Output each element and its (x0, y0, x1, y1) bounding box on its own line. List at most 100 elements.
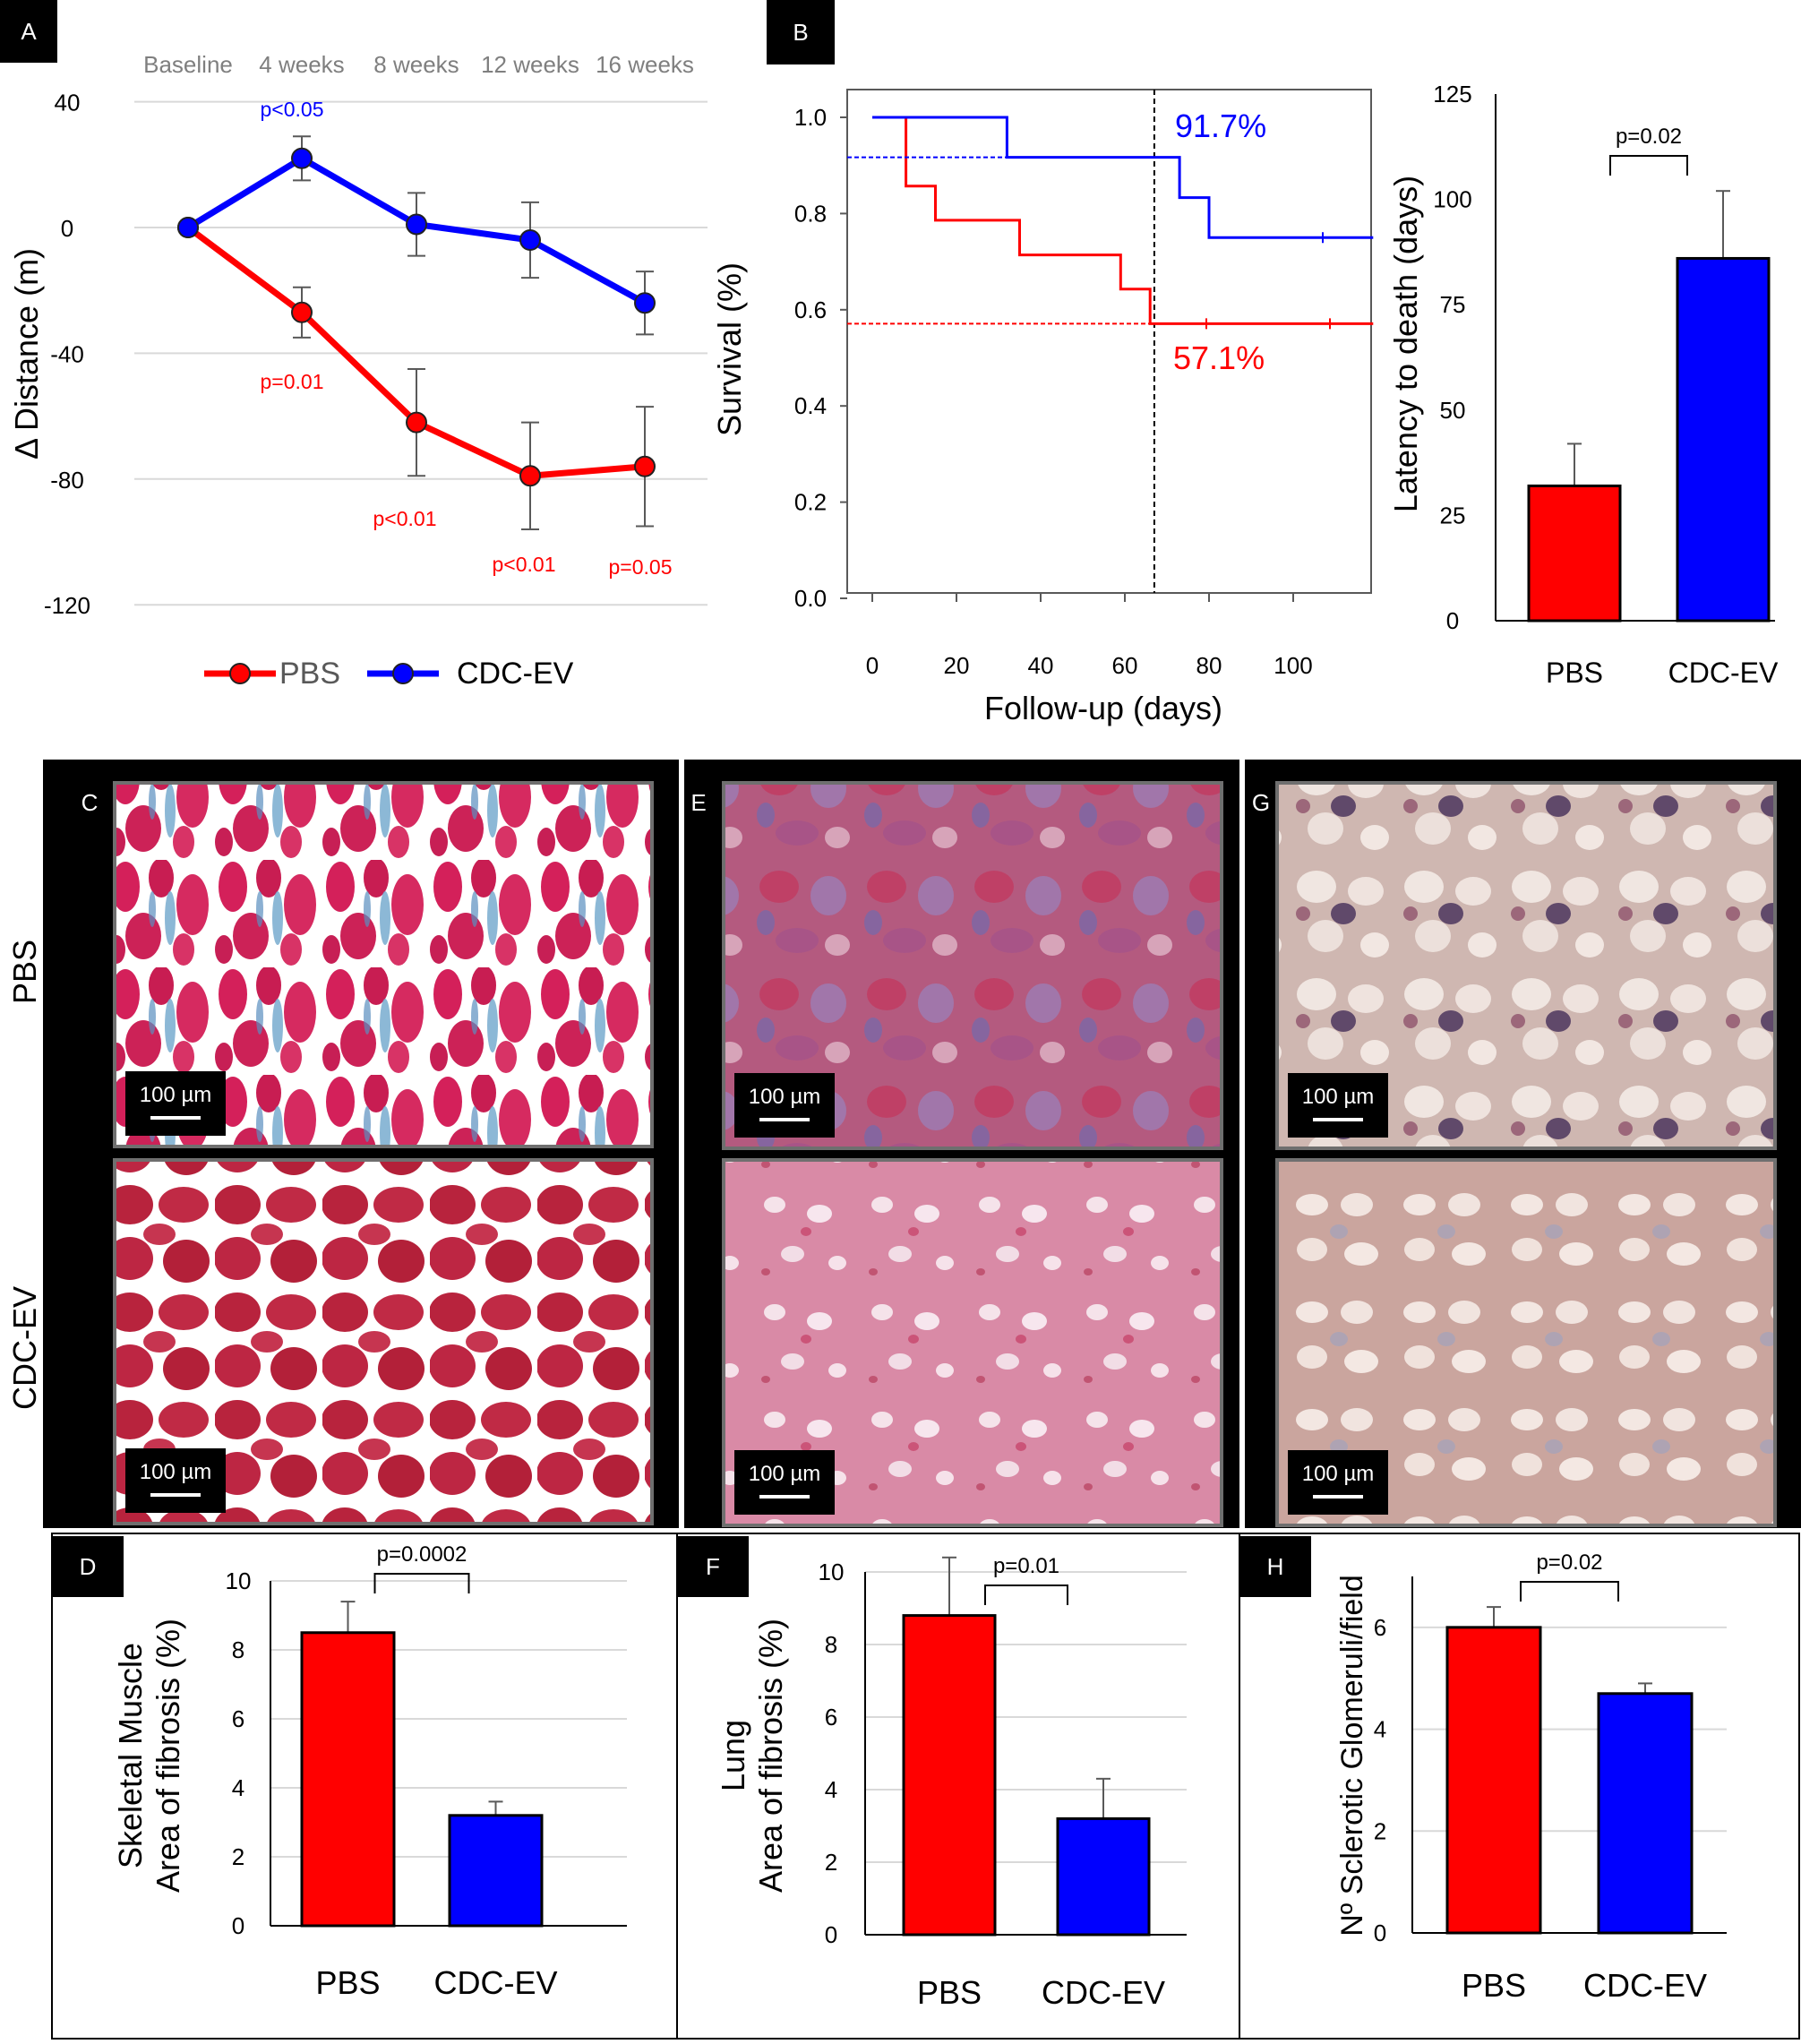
p-value-annotation: p=0.05 (609, 555, 673, 579)
panel-label-G: G (1252, 789, 1270, 816)
bar-CDC-EV (448, 1814, 544, 1928)
y-axis-label: Nº Sclerotic Glomeruli/field (1335, 1575, 1369, 1937)
x-category-label: CDC-EV (1668, 657, 1779, 689)
data-point (291, 147, 313, 169)
scale-bar-box (125, 1071, 226, 1136)
panel-label-B: B (793, 19, 808, 46)
y-tick-label: 0 (1446, 607, 1459, 634)
y-tick-label: 4 (232, 1774, 244, 1801)
x-category-label: Baseline (143, 51, 233, 78)
x-category-label: PBS (917, 1974, 982, 2011)
p-value-annotation: p<0.01 (493, 553, 556, 576)
y-axis-label: Skeletal Muscle (112, 1643, 149, 1868)
data-point (634, 292, 656, 314)
y-tick-label: 0 (1374, 1919, 1386, 1946)
y-tick-label: 0.0 (794, 585, 827, 612)
x-tick-label: 80 (1196, 652, 1222, 679)
data-point (406, 213, 427, 236)
x-category-label: 8 weeks (373, 51, 459, 78)
significance-bracket (373, 1573, 470, 1593)
survival-curve-PBS (872, 116, 1374, 325)
scale-bar-label: 100 µm (140, 1083, 212, 1107)
x-category-label: PBS (315, 1964, 380, 2001)
p-value-annotation: p<0.05 (261, 98, 324, 121)
survival-label-cdc: 91.7% (1175, 107, 1266, 144)
panel-label-box-F (677, 1536, 749, 1597)
scale-bar-box (734, 1450, 835, 1515)
legend-marker-pbs (229, 663, 251, 684)
survival-label-pbs: 57.1% (1173, 339, 1265, 376)
y-tick-label: 25 (1440, 502, 1466, 528)
panel-label-box-A (0, 0, 57, 63)
y-tick-label: 2 (1374, 1817, 1386, 1844)
bar-CDC-EV (1676, 256, 1771, 623)
x-category-label: 16 weeks (596, 51, 694, 78)
y-tick-label: 0.8 (794, 200, 827, 227)
x-tick-label: 60 (1112, 652, 1138, 679)
x-axis-label: Follow-up (days) (984, 690, 1222, 726)
y-tick-label: 1.0 (794, 104, 827, 131)
y-axis-label: Latency to death (days) (1387, 176, 1424, 512)
y-tick-label: 4 (825, 1776, 837, 1803)
y-tick-label: 0 (61, 215, 73, 242)
row-label-pbs: PBS (6, 940, 43, 1004)
scale-bar-label: 100 µm (749, 1085, 821, 1109)
panel-label-box-D (52, 1536, 124, 1597)
p-value-label: p=0.01 (993, 1554, 1059, 1578)
data-point (291, 301, 313, 323)
y-tick-label: 100 (1433, 186, 1471, 213)
x-category-label: CDC-EV (1042, 1974, 1165, 2011)
y-tick-label: 10 (819, 1559, 845, 1585)
bar-CDC-EV (1056, 1816, 1151, 1937)
y-axis-label: Area of fibrosis (%) (150, 1619, 186, 1893)
y-tick-label: 0 (825, 1921, 837, 1948)
p-value-annotation: p=0.01 (261, 370, 324, 393)
panel-label-box-B (767, 0, 835, 64)
y-tick-label: 6 (825, 1704, 837, 1731)
y-tick-label: 8 (232, 1636, 244, 1663)
bar-PBS (300, 1631, 396, 1928)
panel-label-H: H (1267, 1553, 1284, 1580)
panel-label-F: F (706, 1553, 720, 1580)
y-tick-label: 2 (232, 1843, 244, 1870)
y-tick-label: -80 (50, 467, 84, 494)
x-category-label: 12 weeks (481, 51, 579, 78)
significance-bracket (1520, 1581, 1619, 1602)
y-tick-label: 0 (232, 1912, 244, 1939)
legend-label-cdc: CDC-EV (457, 657, 574, 691)
row-label-cdc: CDC-EV (6, 1286, 43, 1410)
scale-bar-label: 100 µm (749, 1462, 821, 1486)
legend-label-pbs: PBS (279, 657, 340, 691)
y-tick-label: 6 (232, 1705, 244, 1732)
scale-bar-box (1288, 1073, 1388, 1138)
data-point (519, 465, 541, 487)
legend-marker-cdc (392, 663, 414, 684)
y-tick-label: 8 (825, 1631, 837, 1658)
y-tick-label: 2 (825, 1849, 837, 1876)
panel-frame-H (1239, 1533, 1800, 2040)
x-category-label: 4 weeks (259, 51, 344, 78)
bar-CDC-EV (1597, 1692, 1694, 1935)
scale-bar-label: 100 µm (1302, 1085, 1375, 1109)
data-point (634, 455, 656, 477)
x-tick-label: 100 (1274, 652, 1312, 679)
x-tick-label: 40 (1028, 652, 1054, 679)
significance-bracket (984, 1585, 1068, 1605)
y-tick-label: 0.2 (794, 489, 827, 516)
x-category-label: PBS (1546, 657, 1603, 689)
y-axis-label: Area of fibrosis (%) (752, 1619, 789, 1893)
y-tick-label: 0.6 (794, 296, 827, 323)
panel-label-D: D (80, 1553, 97, 1580)
y-tick-label: 10 (226, 1567, 252, 1594)
y-tick-label: 75 (1440, 291, 1466, 318)
y-tick-label: 50 (1440, 397, 1466, 424)
x-category-label: CDC-EV (1583, 1967, 1707, 2004)
x-category-label: CDC-EV (433, 1964, 557, 2001)
y-tick-label: -120 (44, 592, 90, 619)
y-axis-label: Survival (%) (711, 262, 748, 436)
scale-bar-label: 100 µm (140, 1460, 212, 1484)
scale-bar-box (125, 1448, 226, 1513)
y-axis-label: Lung (715, 1720, 751, 1791)
panel-label-box-H (1239, 1536, 1311, 1597)
